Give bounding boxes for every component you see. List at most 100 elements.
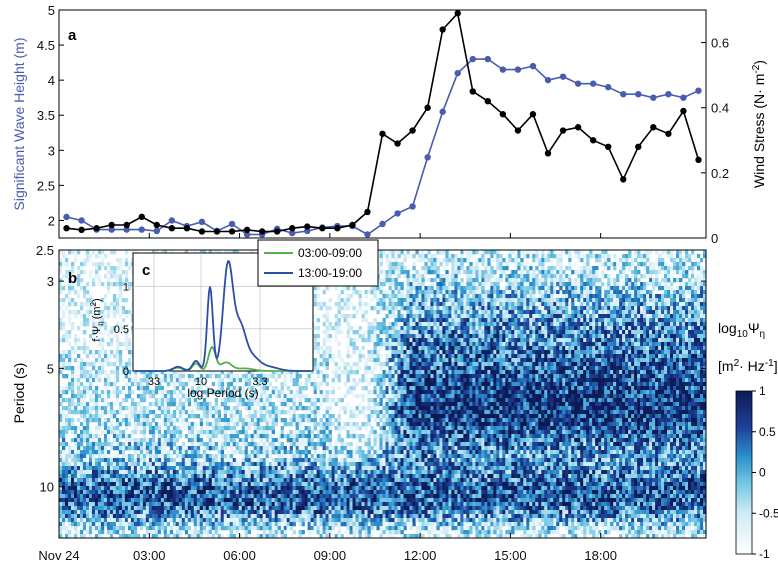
heatmap-cell [292,370,296,375]
heatmap-cell [343,470,347,475]
heatmap-cell [268,486,272,491]
heatmap-cell [289,414,293,419]
heatmap-cell [178,370,183,375]
heatmap-cell [124,422,129,427]
wind-stress-point [138,213,145,221]
heatmap-cell [244,414,249,419]
heatmap-cell [97,338,102,343]
heatmap-cell [139,474,144,479]
heatmap-cell [109,490,114,495]
heatmap-cell [331,398,335,403]
heatmap-cell [250,398,254,403]
heatmap-cell [184,510,189,515]
heatmap-cell [82,498,87,503]
heatmap-cell [157,442,162,447]
heatmap-cell [346,302,350,307]
heatmap-cell [217,422,222,427]
heatmap-cell [118,350,123,355]
heatmap-cell [142,414,147,419]
heatmap-cell [283,498,287,503]
heatmap-cell [106,426,111,431]
heatmap-cell [277,518,281,523]
heatmap-cell [67,270,72,275]
heatmap-cell [175,446,180,451]
heatmap-cell [334,494,338,499]
heatmap-cell [142,442,147,447]
heatmap-cell [85,426,90,431]
heatmap-cell [220,486,225,491]
heatmap-cell [289,442,293,447]
heatmap-cell [283,454,287,459]
heatmap-cell [151,446,156,451]
heatmap-cell [259,526,263,531]
heatmap-cell [85,318,90,323]
heatmap-cell [337,294,341,299]
heatmap-cell [193,506,198,511]
heatmap-cell [316,362,320,367]
heatmap-cell [82,314,87,319]
heatmap-cell [304,486,308,491]
heatmap-cell [208,478,213,483]
heatmap-cell [325,498,329,503]
heatmap-cell [148,498,153,503]
heatmap-cell [331,526,335,531]
heatmap-cell [250,482,254,487]
heatmap-cell [301,466,305,471]
heatmap-cell [292,410,296,415]
heatmap-cell [172,514,177,519]
heatmap-cell [313,362,317,367]
wind-stress-point [439,26,446,33]
heatmap-cell [187,430,192,435]
heatmap-cell [136,458,141,463]
heatmap-cell [154,426,159,431]
heatmap-cell [253,498,257,503]
heatmap-cell [244,498,249,503]
heatmap-cell [142,398,147,403]
heatmap-cell [247,514,252,519]
heatmap-cell [334,498,338,503]
heatmap-cell [325,494,329,499]
heatmap-cell [223,402,228,407]
heatmap-cell [325,522,329,527]
heatmap-cell [127,418,132,423]
heatmap-cell [124,314,129,319]
heatmap-cell [250,434,254,439]
heatmap-cell [268,534,272,539]
heatmap-cell [145,390,150,395]
left-axis-label: Significant Wave Height (m) [11,38,27,211]
heatmap-cell [130,414,135,419]
heatmap-cell [232,378,237,383]
heatmap-cell [142,458,147,463]
heatmap-cell [217,426,222,431]
heatmap-cell [250,522,254,527]
heatmap-cell [319,362,323,367]
heatmap-cell [211,430,216,435]
heatmap-cell [103,410,108,415]
heatmap-cell [340,510,344,515]
heatmap-cell [337,302,341,307]
heatmap-cell [169,438,174,443]
heatmap-cell [214,486,219,491]
heatmap-cell [265,422,269,427]
heatmap-cell [109,430,114,435]
heatmap-cell [214,466,219,471]
heatmap-cell [271,414,275,419]
heatmap-cell [247,406,252,411]
heatmap-cell [115,334,120,339]
heatmap-cell [211,534,216,539]
heatmap-cell [244,462,249,467]
heatmap-cell [100,414,105,419]
heatmap-cell [355,474,359,479]
heatmap-cell [205,506,210,511]
heatmap-cell [64,466,69,471]
heatmap-cell [62,442,66,447]
heatmap-cell [160,474,165,479]
heatmap-cell [157,386,162,391]
heatmap-cell [310,506,314,511]
heatmap-cell [355,382,359,387]
heatmap-cell [133,474,138,479]
heatmap-cell [76,502,81,507]
heatmap-cell [148,530,153,535]
wind-stress-point [289,225,296,232]
heatmap-cell [310,374,314,379]
